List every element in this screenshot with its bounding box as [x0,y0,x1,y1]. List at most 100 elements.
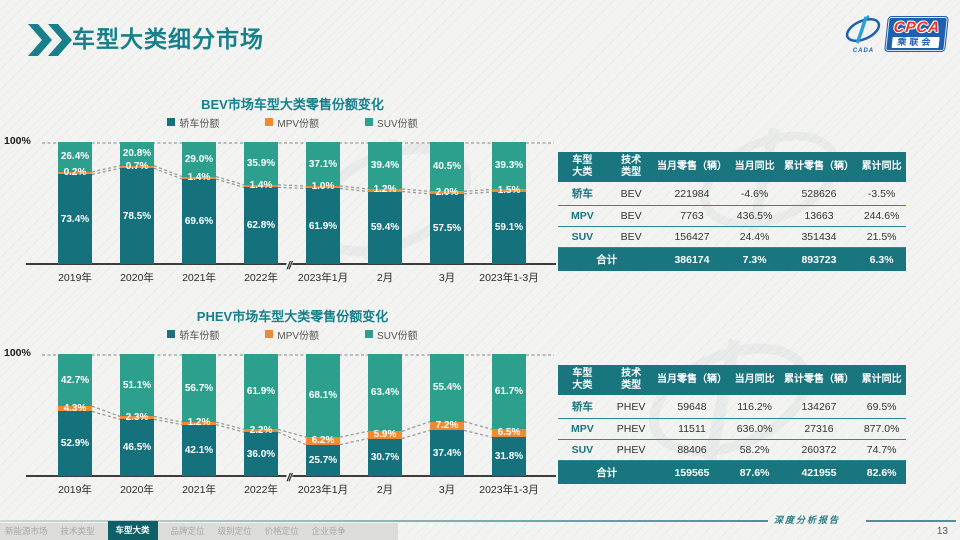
stacked-bar: 51.1% 46.5% 2.3% [120,354,154,476]
table-header-row: 车型 大类 技术 类型 当月零售（辆） 当月同比 累计零售（辆） 累计同比 [558,152,906,182]
data-label: 39.4% [370,160,400,172]
legend-label: SUV份额 [377,118,418,130]
data-label: 78.5% [122,210,152,222]
data-label: 1.4% [187,171,211,183]
data-label: 7.2% [435,419,459,431]
bar-segment-suv: 37.1% [306,142,340,186]
table-cell: 87.6% [728,460,781,484]
nav-item-品牌定位[interactable]: 品牌定位 [170,526,205,536]
x-axis-label: 2022年 [244,272,278,284]
phev-retail-table: 车型 大类 技术 类型 当月零售（辆） 当月同比 累计零售（辆） 累计同比 轿车 PHEV 59… [558,365,906,484]
nav-item-价格定位[interactable]: 价格定位 [264,526,299,536]
legend-swatch-icon [365,118,374,126]
cpca-label: CPCA [893,19,942,36]
x-axis-label: 2020年 [120,484,154,496]
bar-segment-mpv [368,431,402,439]
bar-segment-sedan: 42.1% [182,424,216,476]
data-label: 2.3% [125,411,149,423]
table-cell: 134267 [780,395,858,419]
data-label: 61.9% [308,220,338,232]
table-row: 轿车 PHEV 59648 116.2% 134267 69.5% [558,395,906,419]
data-label: 2.0% [435,186,459,198]
table-cell: 159565 [655,460,729,484]
stacked-bar: 68.1% 25.7% 6.2% [306,354,340,476]
cada-label: CADA [852,48,875,54]
column-header: 当月同比 [728,365,781,395]
bar-segment-mpv [120,165,154,169]
chart-plot: 100% 26.4% 73.4% 0.2% 20.8% 78.5% 0.7% 29.0% 69… [4,135,556,272]
table-cell: 21.5% [857,226,906,248]
bar-segment-mpv [306,437,340,445]
nav-item-车型大类[interactable]: 车型大类 [107,521,158,540]
x-axis-label: 2021年 [182,272,216,284]
bar-segment-mpv [244,184,278,188]
data-table: 车型 大类 技术 类型 当月零售（辆） 当月同比 累计零售（辆） 累计同比 轿车 PHEV 59… [558,365,906,484]
bar-segment-mpv [492,429,526,438]
bar-segment-mpv [306,185,340,189]
bar-segment-suv: 29.0% [182,142,216,177]
table-cell: 436.5% [728,205,781,227]
data-label: 1.2% [187,417,211,429]
data-label: 42.1% [184,444,214,456]
column-header: 累计同比 [857,152,906,182]
data-label: 57.5% [432,223,462,235]
table-cell: 13663 [780,205,858,227]
bar-segment-sedan: 52.9% [58,411,92,476]
table-cell: BEV [606,182,656,206]
bars-group: 26.4% 73.4% 0.2% 20.8% 78.5% 0.7% 29.0% 69.6% 1.… [42,142,526,264]
table-cell: 88406 [655,439,729,461]
data-label: 51.1% [122,379,152,391]
legend-swatch-icon [167,330,176,338]
nav-item-新能源市场[interactable]: 新能源市场 [5,526,48,536]
table-cell: 386174 [655,247,729,271]
x-axis-label: 2019年 [58,484,92,496]
bottom-nav: 新能源市场 技术类型 车型大类 品牌定位 级别定位 价格定位 企业竞争 [0,521,398,540]
footer-rule-left [0,520,768,522]
table-cell: PHEV [606,395,656,419]
stacked-bar: 29.0% 69.6% 1.4% [182,142,216,264]
x-axis-label: 2020年 [120,272,154,284]
chart-title: PHEV市场车型大类零售份额变化 [196,309,389,324]
nav-item-企业竞争[interactable]: 企业竞争 [311,526,346,536]
table-cell: 6.3% [857,247,906,271]
bar-segment-sedan: 73.4% [58,174,92,264]
bar-segment-sedan: 37.4% [430,430,464,476]
table-cell: 74.7% [857,439,906,461]
x-axis-label: 2021年 [182,484,216,496]
legend-label: MPV份额 [277,118,320,130]
bar-segment-sedan: 59.4% [368,191,402,264]
data-label: 4.3% [63,402,87,414]
table-cell: 636.0% [728,418,781,440]
legend-swatch-icon [167,118,176,126]
x-axis-label: 2023年1-3月 [479,484,539,496]
bar-segment-sedan: 69.6% [182,179,216,264]
data-label: 30.7% [370,451,400,463]
table-cell: 7763 [655,205,729,227]
legend-item: MPV份额 [265,115,319,130]
table-cell: BEV [606,226,656,248]
table-row: SUV PHEV 88406 58.2% 260372 74.7% [558,439,906,461]
bar-segment-mpv [120,416,154,420]
bar-segment-mpv [368,189,402,192]
nav-item-级别定位[interactable]: 级别定位 [217,526,252,536]
legend-label: 轿车份额 [179,330,220,342]
stacked-bar: 39.3% 59.1% 1.5% [492,142,526,264]
data-label: 46.5% [122,442,152,454]
bar-segment-mpv [182,422,216,425]
bar-segment-suv: 20.8% [120,142,154,166]
nav-item-技术类型[interactable]: 技术类型 [60,526,95,536]
bar-segment-mpv [430,421,464,431]
stacked-bar: 37.1% 61.9% 1.0% [306,142,340,264]
data-label: 59.1% [494,222,524,234]
legend-item: 轿车份额 [167,327,219,342]
legend-label: MPV份额 [277,330,320,342]
stacked-bar: 39.4% 59.4% 1.2% [368,142,402,264]
data-label: 37.4% [432,447,462,459]
table-cell: SUV [558,226,607,248]
bar-segment-sedan: 46.5% [120,419,154,476]
table-cell: 877.0% [857,418,906,440]
bar-segment-suv: 61.7% [492,354,526,430]
x-axis-label: 2月 [376,272,394,284]
bar-segment-suv: 55.4% [430,354,464,422]
